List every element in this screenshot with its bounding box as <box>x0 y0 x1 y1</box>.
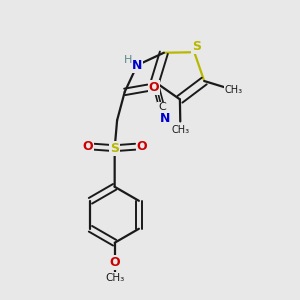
Text: H: H <box>124 55 133 65</box>
Text: O: O <box>136 140 147 153</box>
Text: CH₃: CH₃ <box>105 273 124 283</box>
Text: O: O <box>148 81 159 94</box>
Text: N: N <box>132 59 142 72</box>
Text: N: N <box>160 112 170 125</box>
Text: S: S <box>192 40 201 53</box>
Text: O: O <box>110 256 120 269</box>
Text: CH₃: CH₃ <box>171 125 190 135</box>
Text: O: O <box>82 140 93 153</box>
Text: CH₃: CH₃ <box>225 85 243 95</box>
Text: S: S <box>110 142 119 155</box>
Text: C: C <box>158 103 166 112</box>
